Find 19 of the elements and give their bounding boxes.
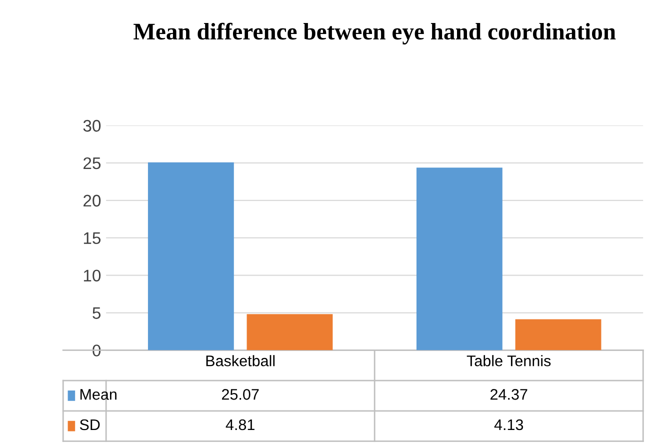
bar [515, 319, 602, 350]
y-tick-label: 25 [84, 157, 101, 170]
data-label: 25.07 [222, 389, 259, 400]
data-label: 4.13 [494, 419, 524, 430]
y-tick-label: 20 [84, 194, 101, 207]
data-label: 4.81 [226, 419, 254, 430]
y-tick-label: 5 [92, 307, 101, 319]
data-label: 24.37 [490, 389, 528, 400]
y-tick-label: 10 [84, 270, 101, 282]
bar [148, 162, 234, 350]
bar [416, 168, 502, 350]
y-tick-label: 30 [83, 120, 101, 132]
bar [246, 314, 333, 350]
x-tick-label: Basketball [206, 355, 275, 366]
y-tick-label: 15 [84, 232, 101, 244]
legend-label: SD [80, 419, 100, 430]
chart-title: Mean difference between eye hand coordination [134, 22, 616, 44]
legend-label: Mean [80, 389, 116, 400]
x-tick-label: Table Tennis [466, 355, 551, 366]
